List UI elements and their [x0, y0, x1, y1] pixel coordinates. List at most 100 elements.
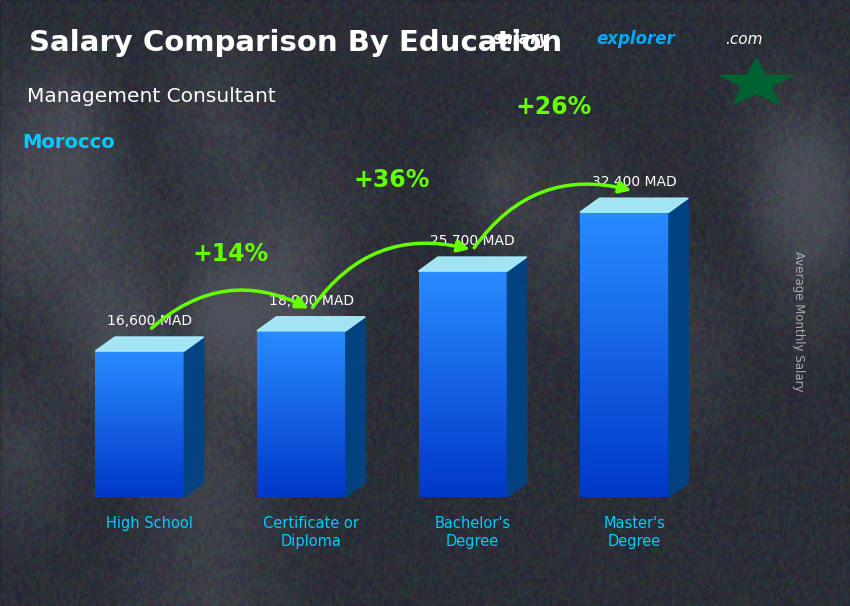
Bar: [95, 441, 184, 442]
Bar: [95, 419, 184, 421]
Bar: [418, 350, 507, 353]
Bar: [418, 282, 507, 285]
Bar: [418, 376, 507, 378]
Bar: [257, 368, 346, 370]
Bar: [95, 461, 184, 462]
Bar: [257, 405, 346, 408]
Bar: [580, 216, 669, 219]
Bar: [418, 480, 507, 483]
Bar: [580, 369, 669, 372]
Bar: [257, 443, 346, 445]
Bar: [418, 333, 507, 336]
Bar: [418, 390, 507, 393]
Polygon shape: [184, 337, 204, 497]
Bar: [580, 308, 669, 312]
Bar: [95, 448, 184, 450]
Bar: [257, 420, 346, 422]
Bar: [418, 449, 507, 451]
Bar: [257, 335, 346, 337]
Bar: [418, 339, 507, 342]
Bar: [580, 259, 669, 262]
Bar: [95, 406, 184, 408]
Bar: [418, 454, 507, 458]
Bar: [580, 465, 669, 468]
Bar: [95, 470, 184, 471]
Bar: [418, 460, 507, 463]
Bar: [257, 344, 346, 345]
Bar: [95, 384, 184, 385]
Bar: [418, 432, 507, 435]
Bar: [418, 279, 507, 282]
Bar: [580, 347, 669, 351]
Bar: [95, 437, 184, 439]
Bar: [257, 339, 346, 341]
Bar: [418, 494, 507, 497]
Bar: [418, 353, 507, 356]
Bar: [257, 439, 346, 441]
Bar: [257, 416, 346, 418]
Bar: [257, 337, 346, 339]
Bar: [257, 441, 346, 443]
Polygon shape: [346, 317, 366, 497]
Bar: [257, 387, 346, 389]
Bar: [418, 477, 507, 480]
Polygon shape: [580, 198, 688, 212]
Text: 16,600 MAD: 16,600 MAD: [107, 314, 192, 328]
Bar: [418, 412, 507, 415]
Bar: [95, 493, 184, 495]
Bar: [580, 451, 669, 454]
Bar: [257, 366, 346, 368]
Text: 25,700 MAD: 25,700 MAD: [430, 235, 515, 248]
Polygon shape: [720, 58, 793, 104]
Bar: [257, 360, 346, 362]
Bar: [257, 428, 346, 430]
Bar: [580, 262, 669, 265]
Bar: [257, 468, 346, 470]
Bar: [257, 347, 346, 350]
Bar: [257, 476, 346, 478]
Bar: [580, 358, 669, 362]
Bar: [95, 495, 184, 497]
Bar: [95, 481, 184, 482]
Bar: [95, 376, 184, 378]
Bar: [418, 313, 507, 316]
Bar: [257, 484, 346, 487]
Bar: [580, 472, 669, 476]
Bar: [257, 350, 346, 351]
Bar: [418, 277, 507, 279]
Bar: [580, 255, 669, 259]
Bar: [580, 265, 669, 269]
Bar: [257, 474, 346, 476]
Bar: [580, 351, 669, 355]
Bar: [418, 446, 507, 449]
Bar: [95, 365, 184, 367]
Bar: [95, 404, 184, 406]
Bar: [418, 299, 507, 302]
Bar: [418, 311, 507, 313]
Bar: [418, 421, 507, 424]
Bar: [95, 477, 184, 479]
Bar: [95, 358, 184, 360]
Bar: [257, 385, 346, 387]
Polygon shape: [669, 198, 689, 497]
Bar: [580, 227, 669, 230]
Bar: [418, 367, 507, 370]
Bar: [418, 359, 507, 361]
Bar: [418, 322, 507, 325]
Text: .com: .com: [726, 32, 763, 47]
Bar: [95, 360, 184, 362]
Bar: [257, 466, 346, 468]
Bar: [580, 483, 669, 486]
Bar: [257, 379, 346, 381]
Bar: [580, 244, 669, 248]
Bar: [257, 449, 346, 451]
Polygon shape: [257, 317, 366, 331]
Bar: [95, 421, 184, 422]
Bar: [257, 389, 346, 391]
Bar: [95, 395, 184, 397]
Bar: [95, 433, 184, 435]
Bar: [580, 440, 669, 444]
Bar: [95, 444, 184, 446]
Bar: [580, 301, 669, 305]
Bar: [418, 398, 507, 401]
